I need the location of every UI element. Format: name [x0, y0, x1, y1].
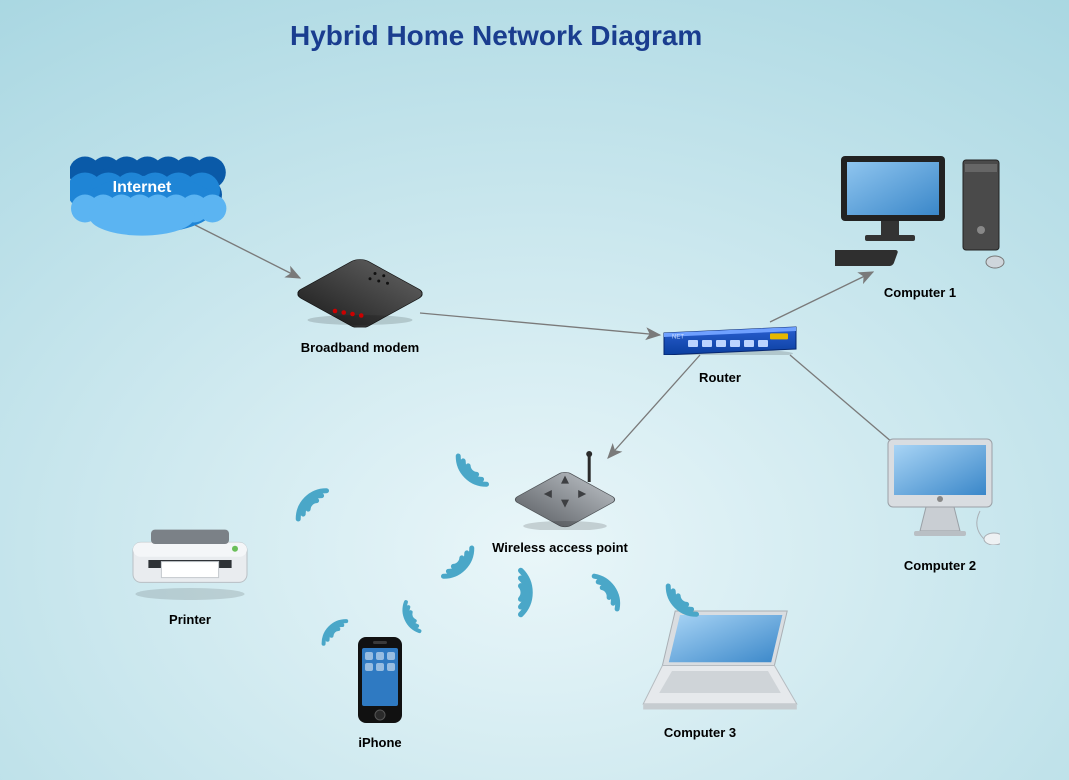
comp3-label: Computer 3 — [664, 725, 736, 740]
internet-cloud-icon: Internet — [70, 143, 230, 238]
router-router-icon: NET — [660, 325, 800, 355]
wifi-arc-icon — [242, 434, 359, 551]
printer-label: Printer — [169, 612, 211, 627]
iphone-label: iPhone — [358, 735, 401, 750]
svg-text:Internet: Internet — [113, 179, 172, 196]
edge-router-comp1 — [770, 272, 873, 322]
comp2-imac-icon — [880, 435, 1000, 545]
edge-router-wap — [608, 355, 700, 458]
modem-label: Broadband modem — [301, 340, 419, 355]
comp2-label: Computer 2 — [904, 558, 976, 573]
comp1-label: Computer 1 — [884, 285, 956, 300]
background — [0, 0, 1069, 780]
wifi-arc-icon — [493, 549, 587, 637]
modem-modem-icon — [298, 253, 423, 328]
diagram-title: Hybrid Home Network Diagram — [290, 20, 702, 52]
diagram-canvas: Hybrid Home Network Diagram Internet — [0, 0, 1069, 780]
edges-layer — [0, 0, 1069, 780]
router-label: Router — [699, 370, 741, 385]
svg-text:NET: NET — [672, 335, 684, 341]
wap-label: Wireless access point — [492, 540, 628, 555]
printer-printer-icon — [125, 520, 255, 600]
comp1-desktop-icon — [835, 150, 1005, 270]
edge-modem-router — [420, 313, 660, 335]
wap-wap-icon — [510, 450, 620, 530]
